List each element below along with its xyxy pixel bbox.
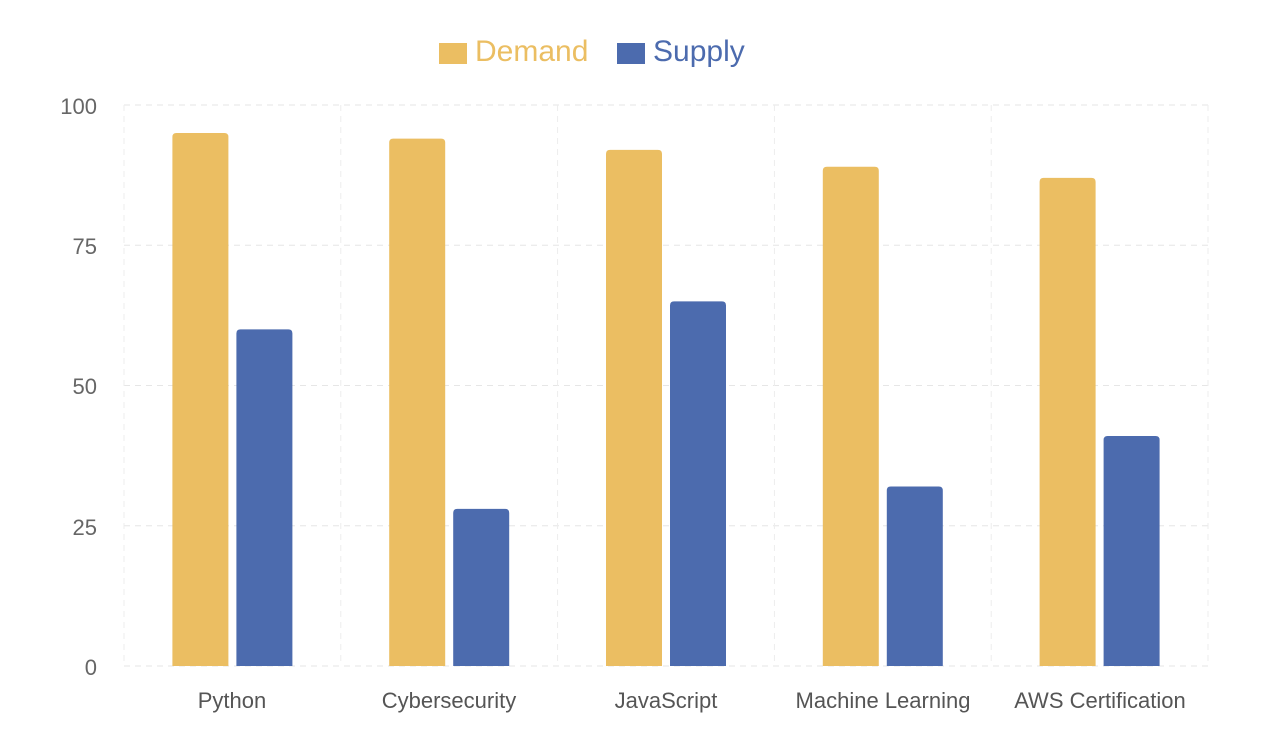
y-tick-label: 100 bbox=[60, 94, 97, 119]
x-axis: Python Cybersecurity JavaScript Machine … bbox=[198, 688, 1186, 713]
bar-supply-javascript bbox=[670, 301, 726, 666]
grid-lines bbox=[123, 104, 1209, 667]
legend-swatch-demand bbox=[439, 43, 467, 64]
legend: Demand Supply bbox=[439, 35, 745, 68]
legend-swatch-supply bbox=[617, 43, 645, 64]
bar-demand-cybersecurity bbox=[389, 138, 446, 666]
bar-demand-aws-certification bbox=[1039, 177, 1096, 666]
bars bbox=[172, 133, 1160, 667]
bar-supply-machine-learning bbox=[886, 486, 943, 666]
bar-demand-machine-learning bbox=[822, 166, 879, 666]
y-axis: 0 25 50 75 100 bbox=[60, 94, 97, 680]
x-tick-label: AWS Certification bbox=[1014, 688, 1186, 713]
bar-demand-python bbox=[172, 133, 229, 667]
bar-supply-python bbox=[236, 329, 293, 666]
legend-label-demand: Demand bbox=[475, 35, 588, 68]
bar-supply-cybersecurity bbox=[453, 508, 510, 666]
x-tick-label: Machine Learning bbox=[796, 688, 971, 713]
y-tick-label: 75 bbox=[73, 234, 97, 259]
x-tick-label: Python bbox=[198, 688, 267, 713]
y-tick-label: 25 bbox=[73, 515, 97, 540]
y-tick-label: 0 bbox=[85, 655, 97, 680]
x-tick-label: Cybersecurity bbox=[382, 688, 516, 713]
bar-demand-javascript bbox=[606, 149, 662, 666]
x-tick-label: JavaScript bbox=[615, 688, 718, 713]
y-tick-label: 50 bbox=[73, 374, 97, 399]
legend-label-supply: Supply bbox=[653, 35, 745, 68]
bar-supply-aws-certification bbox=[1103, 435, 1160, 666]
